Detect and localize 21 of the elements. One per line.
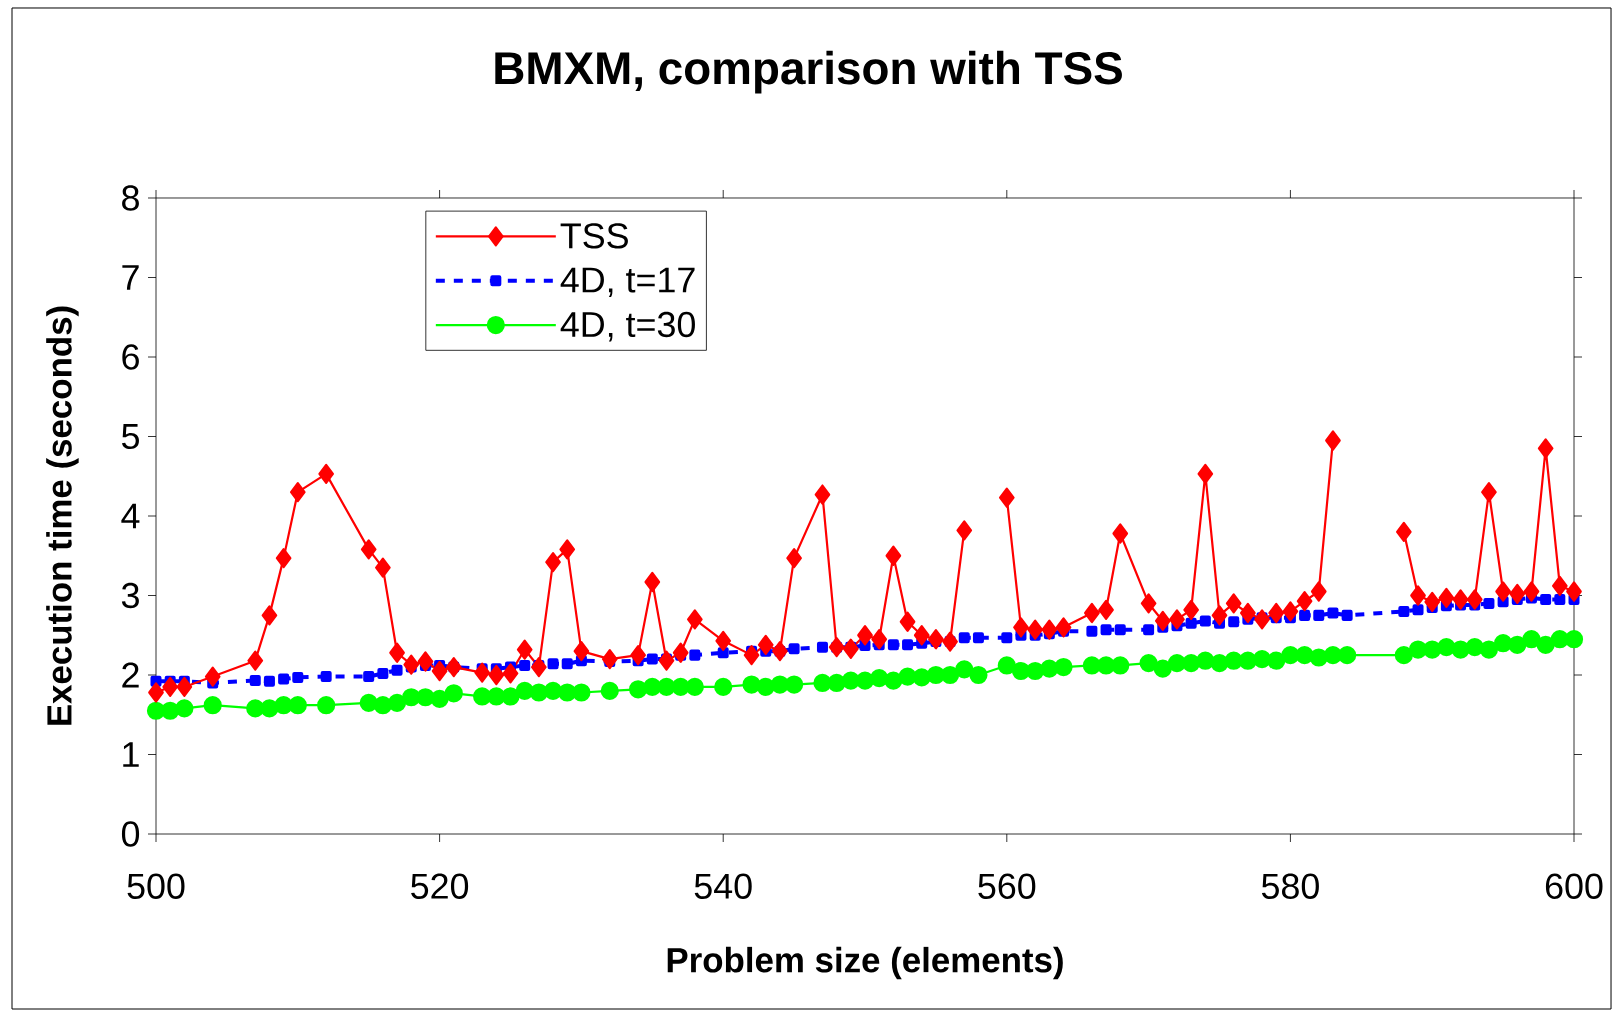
y-tick-label: 5 (121, 423, 139, 449)
y-tick-label: 1 (123, 742, 139, 767)
y-tick-label: 0 (121, 821, 140, 847)
y-tick-label: 6 (122, 344, 139, 370)
legend-label: 4D, t=30 (560, 311, 695, 342)
x-tick-label: 540 (694, 873, 752, 899)
y-tick-label: 4 (121, 503, 140, 529)
x-tick-label: 520 (411, 873, 469, 899)
y-axis-title: Execution time (seconds) (46, 306, 79, 725)
x-tick-label: 500 (127, 873, 185, 899)
x-axis-title: Problem size (elements) (667, 946, 1063, 980)
y-tick-label: 8 (122, 185, 139, 211)
x-tick-label: 600 (1545, 873, 1603, 899)
chart-title: BMXM, comparison with TSS (495, 50, 1122, 94)
y-tick-label: 3 (121, 582, 139, 609)
y-tick-label: 7 (122, 265, 139, 290)
legend-label: TSS (560, 223, 628, 249)
y-tick-label: 2 (122, 662, 139, 688)
x-tick-label: 560 (978, 873, 1036, 899)
x-tick-label: 580 (1261, 873, 1319, 899)
legend-label: 4D, t=17 (560, 267, 695, 297)
